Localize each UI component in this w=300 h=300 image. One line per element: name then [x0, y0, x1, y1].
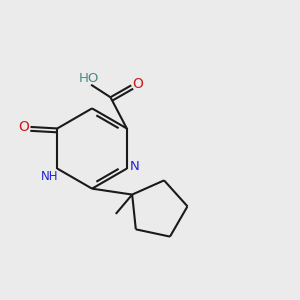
Text: O: O [19, 120, 29, 134]
Text: HO: HO [79, 72, 99, 85]
Text: O: O [132, 77, 143, 91]
Text: N: N [130, 160, 140, 173]
Text: NH: NH [41, 170, 58, 183]
